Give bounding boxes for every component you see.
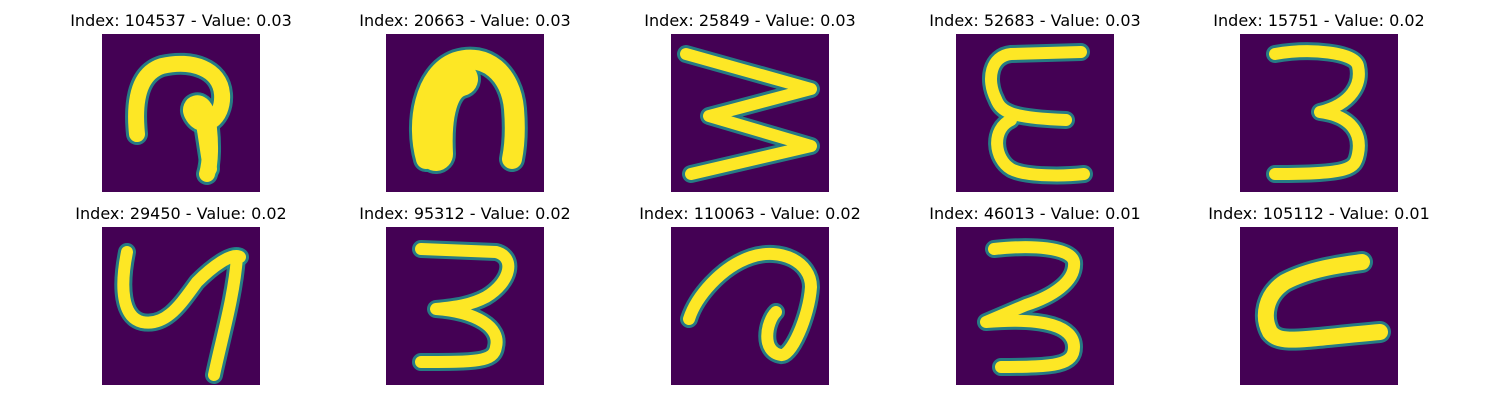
panel-title: Index: 20663 - Value: 0.03 (359, 11, 571, 30)
image-panel: Index: 29450 - Value: 0.02 (61, 204, 301, 394)
digit-image (956, 34, 1114, 192)
panel-title: Index: 105112 - Value: 0.01 (1208, 204, 1430, 223)
digit-image (102, 34, 260, 192)
panel-title: Index: 29450 - Value: 0.02 (75, 204, 287, 223)
digit-image (102, 227, 260, 385)
image-panel: Index: 110063 - Value: 0.02 (630, 204, 870, 394)
digit-image (1240, 34, 1398, 192)
image-panel: Index: 46013 - Value: 0.01 (915, 204, 1155, 394)
digit-image (1240, 227, 1398, 385)
digit-image (386, 34, 544, 192)
panel-title: Index: 104537 - Value: 0.03 (70, 11, 292, 30)
panel-title: Index: 52683 - Value: 0.03 (929, 11, 1141, 30)
image-panel: Index: 105112 - Value: 0.01 (1199, 204, 1439, 394)
digit-image (956, 227, 1114, 385)
digit-image (671, 227, 829, 385)
panel-title: Index: 95312 - Value: 0.02 (359, 204, 571, 223)
panel-title: Index: 46013 - Value: 0.01 (929, 204, 1141, 223)
digit-image (671, 34, 829, 192)
digit-image (386, 227, 544, 385)
panel-title: Index: 25849 - Value: 0.03 (644, 11, 856, 30)
image-panel: Index: 15751 - Value: 0.02 (1199, 11, 1439, 201)
image-panel: Index: 52683 - Value: 0.03 (915, 11, 1155, 201)
image-panel: Index: 20663 - Value: 0.03 (345, 11, 585, 201)
panel-title: Index: 15751 - Value: 0.02 (1213, 11, 1425, 30)
panel-title: Index: 110063 - Value: 0.02 (639, 204, 861, 223)
image-panel: Index: 95312 - Value: 0.02 (345, 204, 585, 394)
image-panel: Index: 25849 - Value: 0.03 (630, 11, 870, 201)
image-panel: Index: 104537 - Value: 0.03 (61, 11, 301, 201)
